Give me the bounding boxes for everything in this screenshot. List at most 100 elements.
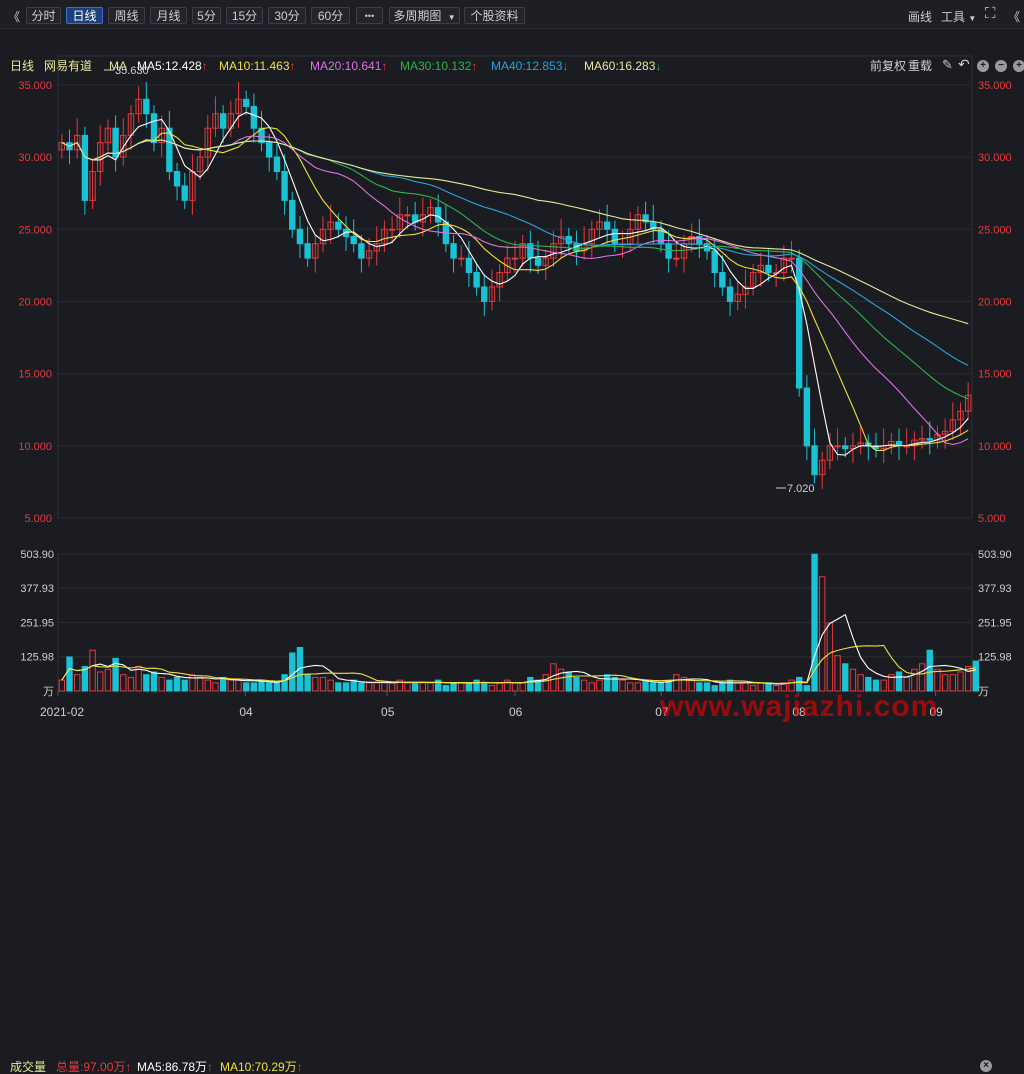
volume-bar bbox=[473, 679, 480, 692]
fullscreen-icon[interactable]: ⛶ bbox=[985, 5, 996, 22]
candle-body bbox=[358, 243, 365, 259]
tools-dropdown[interactable]: 工具 ▼ bbox=[941, 9, 976, 27]
candle-body bbox=[534, 257, 542, 266]
ma40-value: MA40:12.853↓ bbox=[491, 59, 569, 73]
ma20-value: MA20:10.641↑ bbox=[310, 59, 388, 73]
volume-bar bbox=[627, 682, 634, 692]
volume-bar bbox=[534, 679, 542, 692]
volume-bar bbox=[342, 682, 350, 692]
volume-bar bbox=[557, 668, 565, 692]
volume-bars bbox=[58, 553, 980, 692]
candle-body bbox=[795, 257, 803, 389]
volume-bar bbox=[135, 666, 142, 692]
volume-moving-averages bbox=[61, 613, 976, 685]
volume-bar bbox=[596, 679, 603, 692]
candle-body bbox=[888, 440, 895, 447]
ma20-line bbox=[61, 135, 969, 445]
tab-intraday[interactable]: 分时 bbox=[26, 7, 61, 24]
volume-bar bbox=[296, 646, 304, 692]
volume-bar bbox=[143, 674, 150, 692]
volume-bar bbox=[365, 682, 373, 692]
close-icon[interactable]: × bbox=[980, 1060, 992, 1072]
tab-30min[interactable]: 30分 bbox=[268, 7, 306, 24]
volume-bar bbox=[181, 679, 188, 692]
volume-bar bbox=[964, 666, 972, 692]
overlay-button[interactable]: 重载 bbox=[908, 59, 933, 73]
stock-info-button[interactable]: 个股资料 bbox=[464, 7, 525, 24]
candle-body bbox=[304, 243, 311, 259]
multi-period-dropdown[interactable]: 多周期图 ▼ bbox=[389, 7, 460, 24]
tab-5min[interactable]: 5分 bbox=[192, 7, 221, 24]
candle-body bbox=[81, 134, 89, 201]
ma-info-bar: 日线 网易有道 MA MA5:12.428↑ MA10:11.463↑ MA20… bbox=[0, 28, 1024, 73]
candle-body bbox=[557, 235, 565, 245]
add-indicator-icon[interactable]: + bbox=[1013, 60, 1024, 72]
candle-body bbox=[826, 445, 834, 461]
volume-bar bbox=[580, 679, 588, 692]
volume-bar bbox=[327, 679, 334, 692]
price-chart[interactable]: 35.000 35.000 30.000 30.000 25.000 25.000 20.0… bbox=[0, 48, 1024, 528]
candle-body bbox=[634, 214, 642, 230]
volume-bar bbox=[634, 682, 642, 692]
volume-bar bbox=[819, 576, 826, 692]
tab-60min[interactable]: 60分 bbox=[311, 7, 350, 24]
volume-bar bbox=[458, 682, 465, 692]
more-button[interactable]: ••• bbox=[356, 7, 383, 24]
volume-chart[interactable]: 503.90 503.90 377.93 377.93 251.95 251.95 125.… bbox=[0, 546, 1024, 721]
candle-body bbox=[711, 250, 718, 274]
volume-bar bbox=[388, 682, 396, 692]
volume-bar bbox=[427, 682, 434, 692]
tools-label: 工具 bbox=[941, 10, 966, 24]
volume-bar bbox=[888, 674, 895, 692]
candle-body bbox=[842, 445, 849, 450]
price-tick-left: 15.000 bbox=[18, 369, 52, 381]
volume-bar bbox=[941, 674, 949, 692]
candle-body bbox=[319, 228, 327, 245]
price-tick-right: 15.000 bbox=[978, 369, 1012, 381]
volume-bar bbox=[795, 676, 803, 692]
zoom-out-icon[interactable]: − bbox=[995, 60, 1007, 72]
price-tick-left: 25.000 bbox=[18, 224, 52, 236]
settings-icon[interactable]: ✎ bbox=[942, 57, 953, 72]
volume-tick-left: 251.95 bbox=[20, 618, 54, 630]
volume-bar bbox=[350, 679, 357, 692]
candle-body bbox=[235, 98, 242, 115]
zoom-in-icon[interactable]: + bbox=[977, 60, 989, 72]
volume-bar bbox=[726, 679, 734, 692]
price-axis: 35.000 35.000 30.000 30.000 25.000 25.000 20.0… bbox=[18, 80, 1011, 525]
candle-body bbox=[212, 113, 219, 129]
candle-body bbox=[872, 445, 880, 450]
draw-line-button[interactable]: 画线 bbox=[908, 10, 933, 24]
volume-bar bbox=[880, 679, 887, 692]
volume-bar bbox=[588, 682, 595, 692]
volume-bar bbox=[527, 676, 534, 692]
tab-weekly[interactable]: 周线 bbox=[108, 7, 145, 24]
tab-15min[interactable]: 15分 bbox=[226, 7, 263, 24]
price-tick-left: 10.000 bbox=[18, 441, 52, 453]
volume-bar bbox=[289, 652, 296, 692]
date-tick-label: 06 bbox=[509, 705, 523, 719]
tab-monthly[interactable]: 月线 bbox=[150, 7, 187, 24]
volume-bar bbox=[304, 674, 311, 692]
svg-text:7.020: 7.020 bbox=[787, 483, 815, 495]
volume-ma5-line bbox=[61, 613, 976, 685]
candle-body bbox=[964, 394, 972, 412]
collapse-left-icon[interactable]: 《 bbox=[8, 10, 21, 24]
undo-icon[interactable]: ↶ bbox=[958, 56, 970, 72]
candle-body bbox=[726, 286, 734, 302]
volume-bar bbox=[419, 682, 427, 692]
tab-daily[interactable]: 日线 bbox=[66, 7, 103, 24]
volume-bar bbox=[488, 685, 496, 692]
candle-body bbox=[335, 221, 342, 230]
volume-bar bbox=[250, 682, 258, 692]
collapse-right-icon[interactable]: 《 bbox=[1008, 10, 1021, 24]
volume-bar bbox=[166, 679, 173, 692]
candle-body bbox=[611, 228, 619, 245]
svg-text:35.630: 35.630 bbox=[115, 65, 149, 77]
candle-body bbox=[219, 113, 227, 129]
candle-body bbox=[941, 430, 949, 435]
price-grid bbox=[57, 55, 973, 519]
volume-tick-right: 377.93 bbox=[978, 583, 1012, 595]
adjust-button[interactable]: 前复权 bbox=[870, 59, 907, 73]
volume-bar bbox=[97, 671, 104, 692]
